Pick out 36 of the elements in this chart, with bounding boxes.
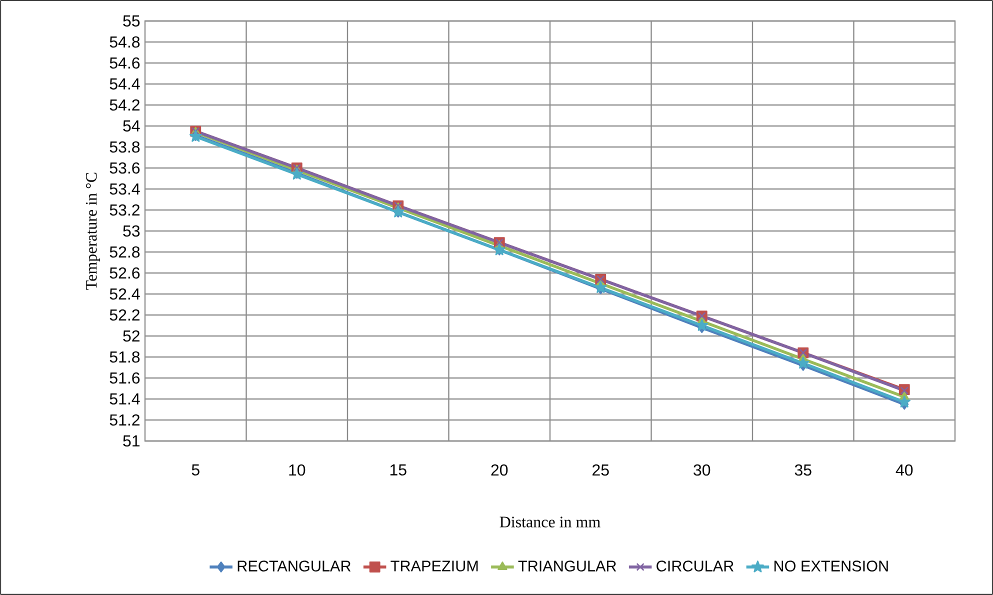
y-tick-label: 53.4 xyxy=(110,183,140,195)
y-tick-label: 52.6 xyxy=(110,267,140,279)
x-tick-label: 35 xyxy=(794,464,812,476)
y-tick-label: 54.2 xyxy=(110,99,140,111)
x-tick-label: 40 xyxy=(896,464,913,476)
legend-label: NO EXTENSION xyxy=(774,560,888,572)
legend-label: CIRCULAR xyxy=(656,560,734,572)
legend-label: TRIANGULAR xyxy=(518,560,616,572)
y-tick-label: 54.4 xyxy=(110,78,140,90)
legend-label: RECTANGULAR xyxy=(238,560,351,572)
x-tick-label: 10 xyxy=(289,464,306,476)
y-tick-label: 51.2 xyxy=(110,414,140,426)
x-tick-label: 20 xyxy=(491,464,508,476)
y-tick-label: 54 xyxy=(123,120,140,132)
x-tick-label: 5 xyxy=(192,464,200,476)
y-tick-label: 52.2 xyxy=(110,309,140,321)
y-tick-label: 52.8 xyxy=(110,246,140,258)
y-tick-label: 53 xyxy=(123,225,140,237)
y-tick-label: 53.8 xyxy=(110,141,140,153)
y-tick-label: 51 xyxy=(123,435,140,447)
x-axis-title: Distance in mm xyxy=(500,516,600,528)
y-axis-title: Temperature in °C xyxy=(86,172,100,290)
x-tick-label: 30 xyxy=(694,464,710,476)
y-tick-label: 53.6 xyxy=(110,162,140,174)
x-tick-label: 25 xyxy=(592,464,609,476)
y-tick-label: 54.8 xyxy=(110,36,140,48)
y-tick-label: 52 xyxy=(123,330,140,342)
y-tick-label: 53.2 xyxy=(110,204,140,216)
y-tick-label: 51.8 xyxy=(110,351,140,363)
y-tick-label: 52.4 xyxy=(110,288,140,300)
y-tick-label: 54.6 xyxy=(110,57,140,69)
x-tick-label: 15 xyxy=(390,464,406,476)
y-tick-label: 51.4 xyxy=(110,393,140,405)
y-tick-label: 55 xyxy=(123,15,140,27)
y-tick-label: 51.6 xyxy=(110,372,140,384)
legend-label: TRAPEZIUM xyxy=(390,560,478,572)
